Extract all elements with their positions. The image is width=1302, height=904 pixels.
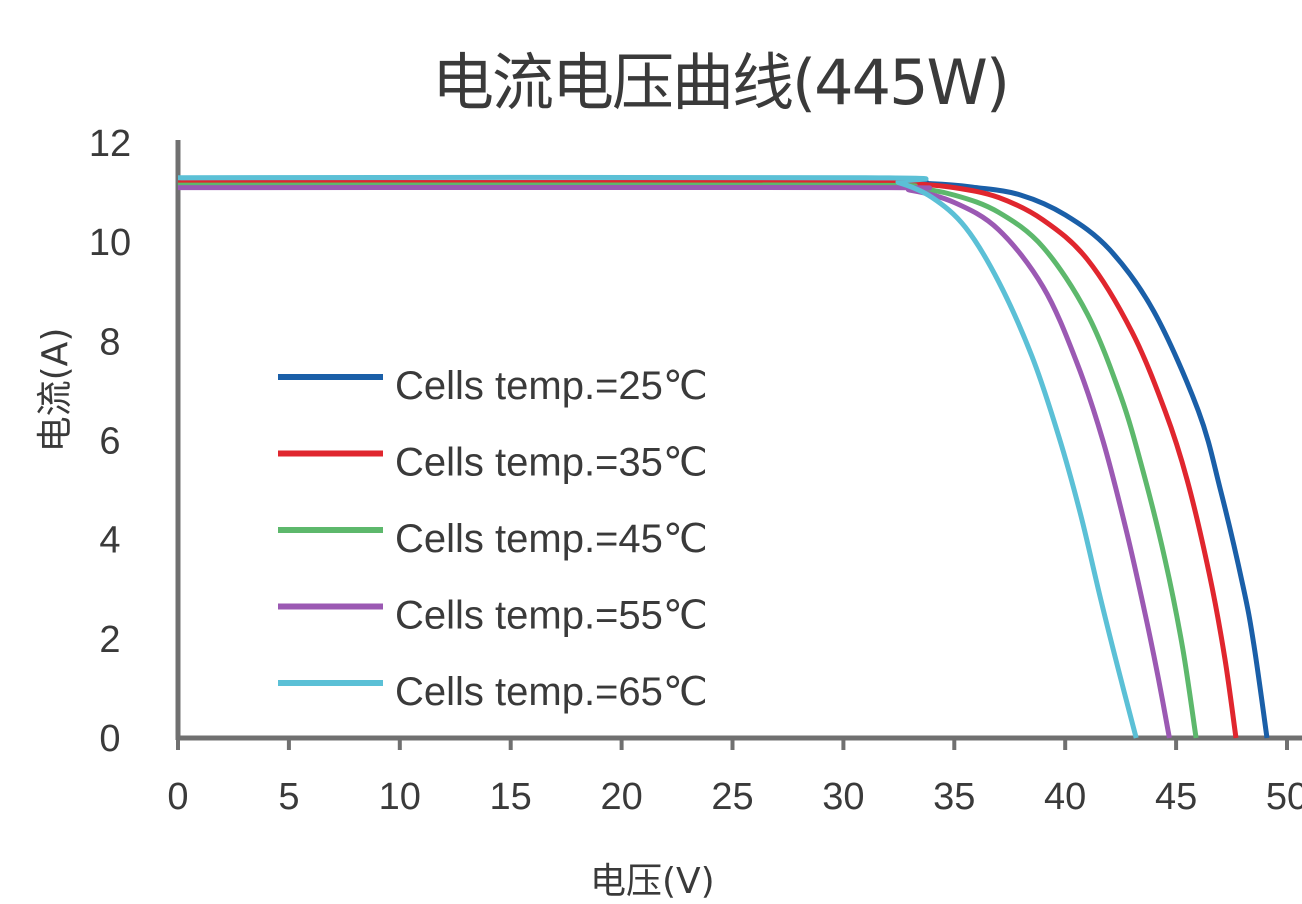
curve-series-3 <box>177 182 1199 739</box>
y-tick-label: 6 <box>99 421 120 463</box>
chart-title: 电流电压曲线(445W) <box>431 46 1010 119</box>
curve-series-1 <box>177 180 1270 739</box>
axes: 0 5 10 15 20 25 30 35 40 45 50 0 2 4 6 8 10 12 <box>89 123 1302 818</box>
legend-label: Cells temp.=35℃ <box>395 441 708 485</box>
x-tick-label: 25 <box>711 776 753 818</box>
y-tick-label: 4 <box>99 520 120 562</box>
curve-series-5 <box>177 174 1139 739</box>
legend-label: Cells temp.=65℃ <box>395 670 708 714</box>
legend-label: Cells temp.=25℃ <box>395 364 708 408</box>
curve-series-4 <box>177 184 1172 739</box>
x-tick-label: 45 <box>1155 776 1197 818</box>
x-tick-label: 20 <box>600 776 642 818</box>
x-tick-label: 15 <box>490 776 532 818</box>
x-tick-label: 35 <box>933 776 975 818</box>
x-tick-label: 5 <box>278 776 299 818</box>
y-tick-label: 0 <box>99 718 120 760</box>
curves <box>177 174 1270 739</box>
x-tick-label: 40 <box>1044 776 1086 818</box>
y-tick-label: 2 <box>99 619 120 661</box>
x-tick-label: 30 <box>822 776 864 818</box>
y-tick-label: 10 <box>89 222 131 264</box>
x-tick-label: 50 <box>1266 776 1302 818</box>
legend-label: Cells temp.=55℃ <box>395 594 708 638</box>
x-tick-label: 10 <box>379 776 421 818</box>
x-tick-label: 0 <box>167 776 188 818</box>
legend: Cells temp.=25℃ Cells temp.=35℃ Cells temp… <box>278 364 708 714</box>
y-tick-label: 8 <box>99 321 120 363</box>
legend-label: Cells temp.=45℃ <box>395 517 708 561</box>
y-tick-label: 12 <box>89 123 131 165</box>
